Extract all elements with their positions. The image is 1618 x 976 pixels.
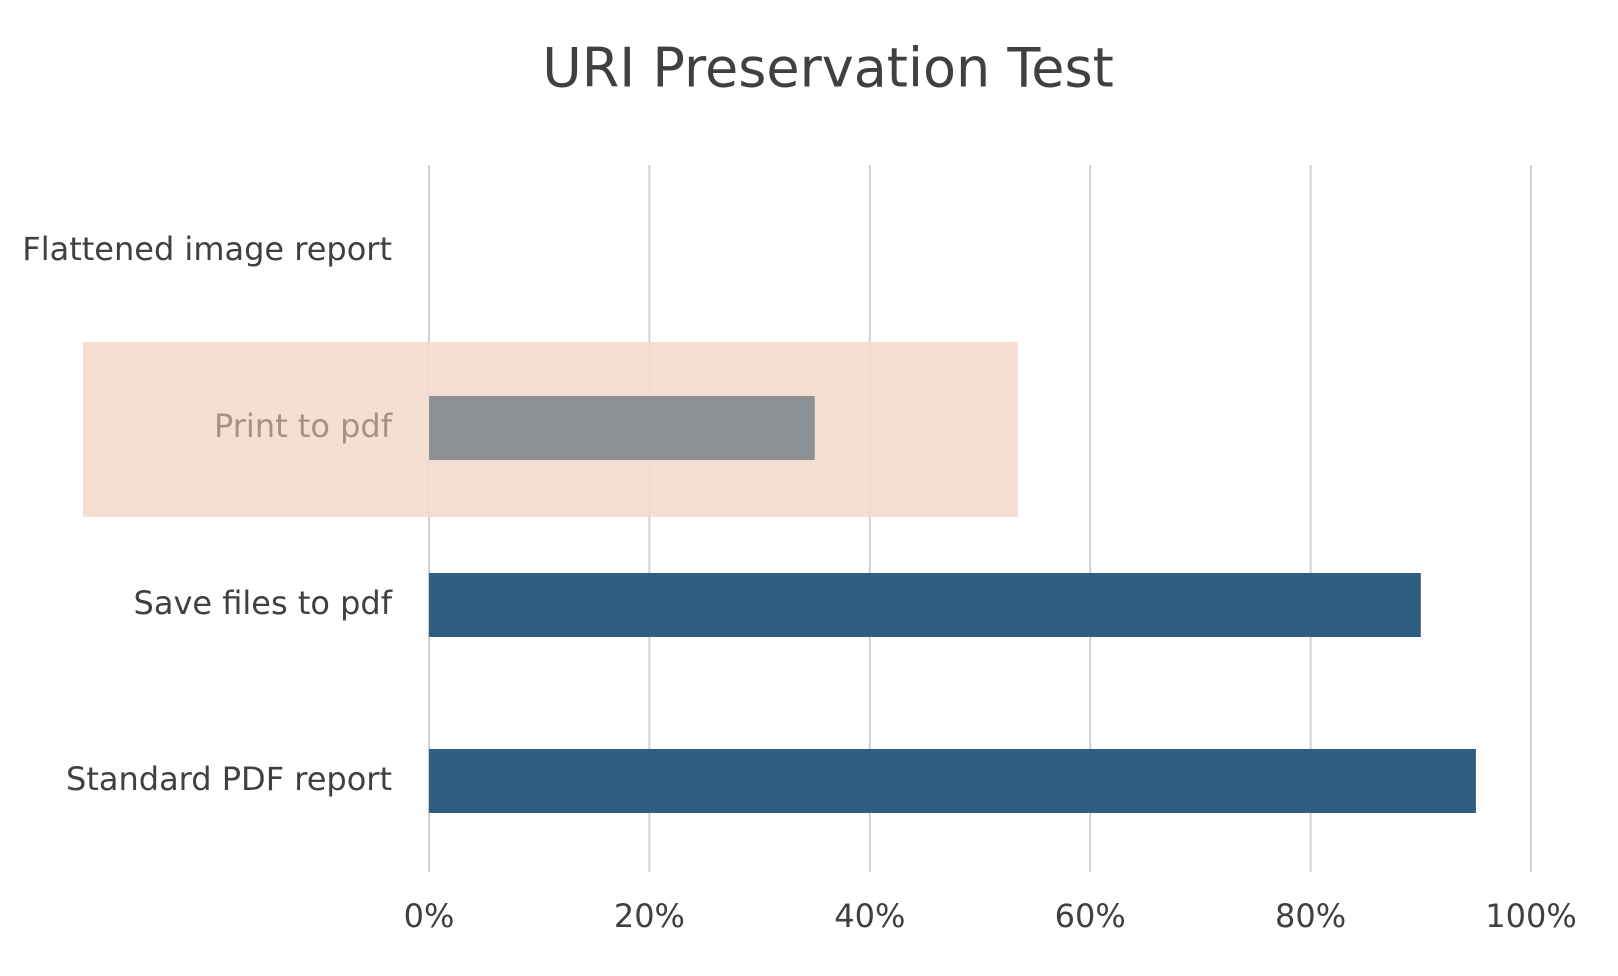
x-tick-label: 100% <box>1485 897 1576 935</box>
x-tick-label: 20% <box>614 897 685 935</box>
y-tick-label: Print to pdf <box>214 407 393 445</box>
chart-title: URI Preservation Test <box>542 37 1114 100</box>
y-tick-label: Standard PDF report <box>66 760 392 798</box>
x-tick-label: 0% <box>404 897 455 935</box>
x-tick-label: 80% <box>1275 897 1346 935</box>
bar <box>429 573 1421 637</box>
y-tick-label: Flattened image report <box>22 230 392 268</box>
x-tick-label: 40% <box>834 897 905 935</box>
x-tick-label: 60% <box>1055 897 1126 935</box>
bar <box>429 749 1476 813</box>
bar <box>429 396 815 460</box>
y-tick-label: Save files to pdf <box>134 584 393 622</box>
